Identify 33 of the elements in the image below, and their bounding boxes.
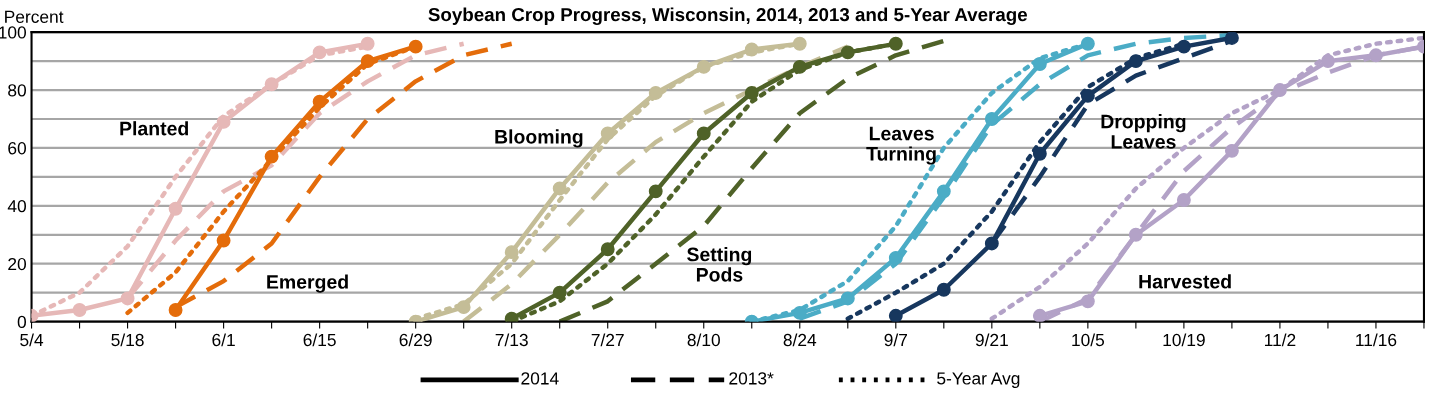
x-tick-label: 11/2 [1264, 333, 1296, 347]
y-tick-label: 100 [0, 26, 27, 39]
annotation: Blooming [495, 129, 583, 148]
y-tick-label: 0 [17, 315, 27, 329]
x-tick-label: 7/13 [495, 333, 528, 347]
x-tick-label: 6/1 [212, 333, 235, 347]
x-tick-label: 7/27 [591, 333, 624, 347]
y-tick-label: 40 [7, 199, 27, 213]
x-tick-label: 9/21 [975, 333, 1008, 347]
annotation: Planted [120, 121, 188, 136]
x-tick-label: 5/4 [20, 333, 44, 347]
annotation: Harvested [1139, 274, 1231, 289]
text: 2014 [521, 372, 559, 385]
x-tick-label: 6/15 [303, 333, 336, 347]
x-tick-label: 5/18 [111, 333, 144, 347]
x-tick-label: 8/10 [687, 333, 720, 347]
x-tick-label: 8/24 [783, 333, 817, 347]
y-axis-title: Percent [5, 10, 64, 23]
y-tick-label: 80 [8, 84, 27, 97]
annotation: Leaves Turning [866, 126, 936, 165]
annotation: Setting Pods [687, 247, 752, 282]
x-tick-label: 6/29 [399, 333, 432, 347]
annotation: Dropping Leaves [1101, 114, 1186, 149]
y-tick-label: 60 [8, 142, 27, 155]
y-tick-label: 20 [8, 257, 27, 271]
x-tick-label: 11/16 [1356, 333, 1397, 347]
chart-title: Soybean Crop Progress, Wisconsin, 2014, 2013 and 5-Year Average [428, 7, 1027, 26]
text: 2013* [729, 372, 774, 385]
x-tick-label: 10/19 [1163, 333, 1205, 347]
text: 5-Year Avg [937, 372, 1020, 388]
x-tick-label: 9/7 [884, 333, 907, 347]
annotation: Emerged [267, 274, 348, 293]
x-tick-label: 10/5 [1072, 333, 1105, 347]
